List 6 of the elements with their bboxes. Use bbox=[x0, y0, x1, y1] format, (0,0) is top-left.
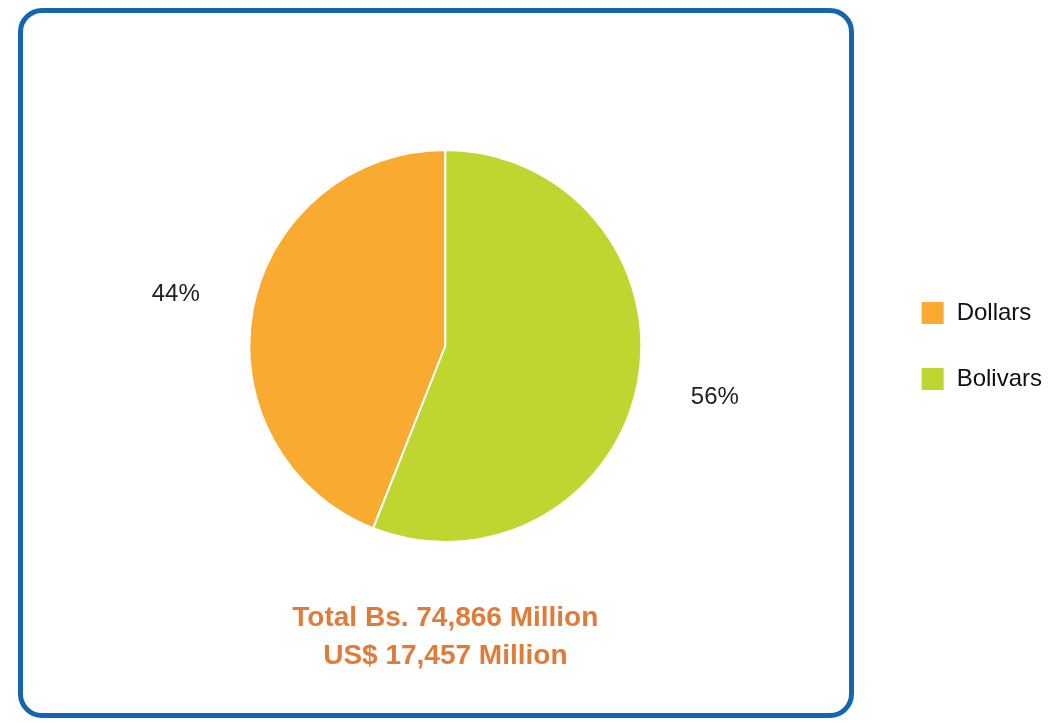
text: US$ 17,457 Million bbox=[323, 638, 568, 670]
text: Total Bs. 74,866 Million bbox=[292, 600, 599, 632]
legend-label: Dollars bbox=[956, 297, 1032, 325]
data-label: 56% bbox=[690, 382, 739, 410]
legend-label: Bolivars bbox=[956, 363, 1042, 391]
data-label: 44% bbox=[151, 279, 200, 307]
